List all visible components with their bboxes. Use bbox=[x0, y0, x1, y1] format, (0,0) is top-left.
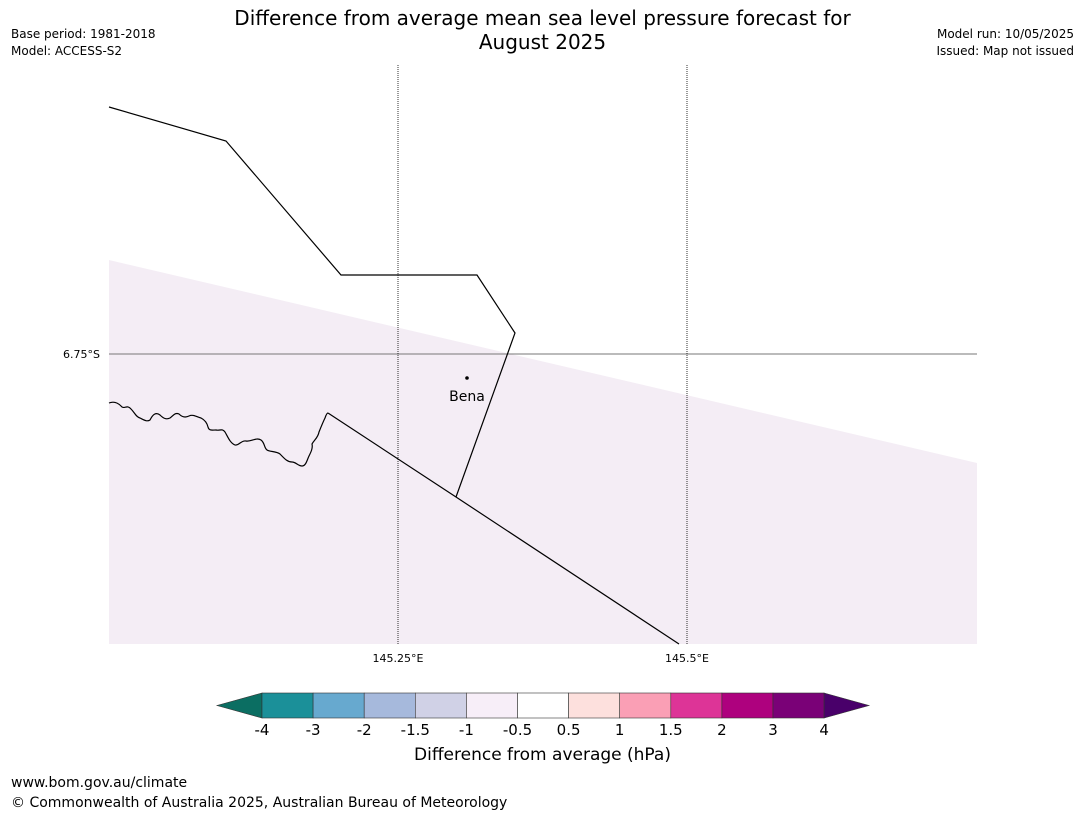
model-run: Model run: 10/05/2025 bbox=[936, 27, 1074, 41]
boundary-line-north bbox=[108, 106, 516, 498]
colorbar-segment bbox=[261, 692, 314, 719]
colorbar-segment bbox=[670, 692, 723, 719]
map-title: Difference from average mean sea level p… bbox=[0, 6, 1085, 54]
colorbar-tick-label: -1.5 bbox=[401, 721, 430, 739]
run-info: Model run: 10/05/2025 Issued: Map not is… bbox=[936, 26, 1074, 60]
colorbar-label: Difference from average (hPa) bbox=[414, 745, 671, 765]
anomaly-shading bbox=[109, 260, 977, 644]
colorbar-segment bbox=[568, 692, 620, 719]
colorbar-segment bbox=[517, 692, 569, 719]
colorbar-tick-label: -4 bbox=[255, 721, 270, 739]
boundary-line-south bbox=[327, 412, 680, 645]
footer-copyright: © Commonwealth of Australia 2025, Austra… bbox=[11, 795, 508, 811]
colorbar-segments bbox=[215, 692, 871, 719]
colorbar-segment bbox=[466, 692, 518, 719]
colorbar-tick-label: 0.5 bbox=[557, 721, 581, 739]
model-name: Model: ACCESS-S2 bbox=[11, 44, 123, 58]
colorbar-tick-label: 4 bbox=[819, 721, 829, 739]
base-info: Base period: 1981-2018 Model: ACCESS-S2 bbox=[11, 26, 156, 60]
colorbar-tick-label: 3 bbox=[768, 721, 778, 739]
base-period: Base period: 1981-2018 bbox=[11, 27, 156, 41]
colorbar-segment bbox=[772, 692, 825, 719]
issued-status: Issued: Map not issued bbox=[936, 44, 1074, 58]
footer-url: www.bom.gov.au/climate bbox=[11, 775, 188, 791]
colorbar-arrow-left bbox=[215, 692, 263, 719]
colorbar-tick-label: -3 bbox=[306, 721, 321, 739]
longitude-label-2: 145.5°E bbox=[665, 652, 709, 665]
colorbar-tick-label: -1 bbox=[459, 721, 474, 739]
colorbar-arrow-right bbox=[823, 692, 871, 719]
bena-place-label: Bena bbox=[449, 389, 485, 405]
title-line-2: August 2025 bbox=[478, 30, 607, 54]
title-line-1: Difference from average mean sea level p… bbox=[234, 6, 851, 30]
colorbar-tick-label: -0.5 bbox=[503, 721, 532, 739]
colorbar-ticks: -4 -3 -2 -1.5 -1 -0.5 0.5 1 1.5 2 3 4 bbox=[255, 721, 829, 739]
colorbar-tick-label: 2 bbox=[717, 721, 727, 739]
colorbar-segment bbox=[363, 692, 416, 719]
colorbar-segment bbox=[414, 692, 467, 719]
colorbar-tick-label: -2 bbox=[357, 721, 372, 739]
colorbar-segment bbox=[721, 692, 774, 719]
colorbar-segment bbox=[619, 692, 672, 719]
bena-location-marker bbox=[465, 376, 469, 380]
river-line bbox=[108, 401, 329, 467]
colorbar-tick-label: 1.5 bbox=[659, 721, 683, 739]
longitude-label-1: 145.25°E bbox=[373, 652, 424, 665]
colorbar-segment bbox=[312, 692, 365, 719]
latitude-label: 6.75°S bbox=[63, 348, 100, 361]
colorbar-tick-label: 1 bbox=[615, 721, 625, 739]
